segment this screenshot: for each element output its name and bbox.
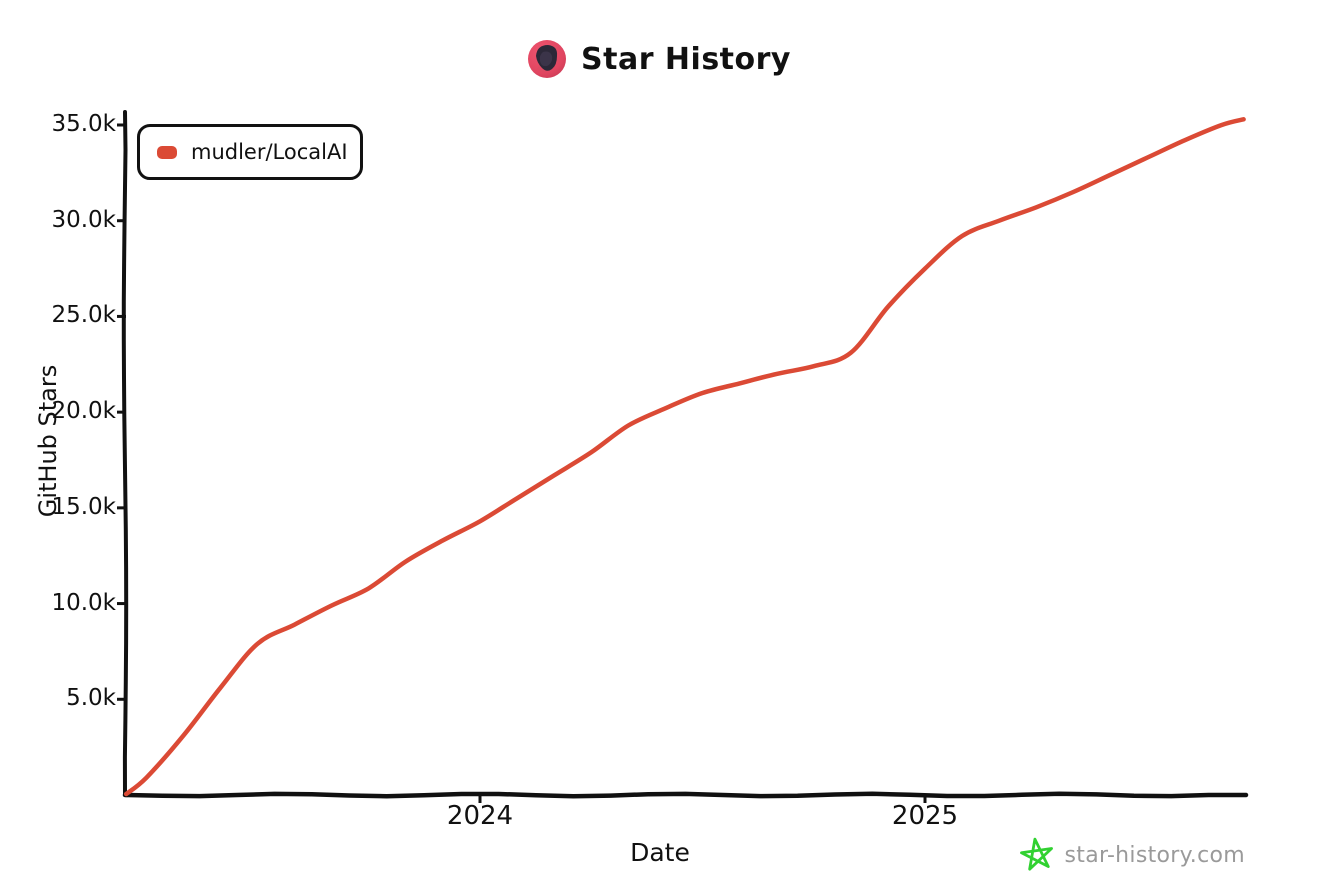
x-tick-label: 2025 xyxy=(891,801,959,831)
chart-title-row: Star History xyxy=(0,36,1318,82)
x-tick-label: 2024 xyxy=(446,801,514,831)
watermark: star-history.com xyxy=(1019,836,1245,874)
star-doodle-icon xyxy=(1019,837,1053,871)
y-tick-label: 5.0k xyxy=(66,685,116,712)
watermark-text: star-history.com xyxy=(1064,842,1245,868)
y-tick-label: 15.0k xyxy=(51,493,116,520)
legend: mudler/LocalAI xyxy=(137,124,363,180)
y-tick-label: 10.0k xyxy=(51,589,116,616)
series-legend-label: mudler/LocalAI xyxy=(191,140,348,164)
y-tick-label: 25.0k xyxy=(51,302,116,329)
y-tick-label: 30.0k xyxy=(51,206,116,233)
series-color-marker xyxy=(157,145,177,159)
y-axis-line xyxy=(121,110,129,797)
y-tick-label: 35.0k xyxy=(51,111,116,137)
star-history-logo-icon xyxy=(528,40,566,78)
y-tick-label: 20.0k xyxy=(51,398,116,425)
x-axis-title: Date xyxy=(630,838,690,867)
x-axis-line xyxy=(122,791,1249,799)
page-title: Star History xyxy=(581,41,791,77)
series-line xyxy=(123,117,1246,797)
